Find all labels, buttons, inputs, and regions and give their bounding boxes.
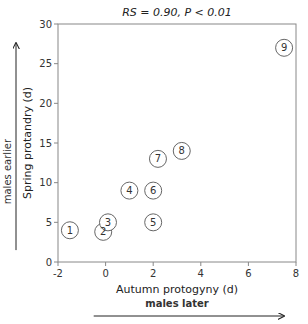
- point: [149, 150, 166, 167]
- x-tick: [153, 262, 154, 266]
- x-tick-label: 2: [150, 268, 156, 279]
- point: [145, 214, 162, 231]
- annotation: males earlier: [2, 138, 13, 204]
- y-tick: [54, 63, 58, 64]
- point-label: 8: [179, 145, 185, 156]
- annotation-arrow: [16, 43, 17, 250]
- point-label: 3: [105, 217, 111, 228]
- point: [61, 222, 78, 239]
- y-tick-label: 0: [46, 257, 52, 268]
- annotation-arrow: [94, 316, 284, 317]
- y-tick-label: 30: [39, 19, 52, 30]
- point-label: 6: [150, 185, 156, 196]
- y-axis-label: Spring protandry (d): [21, 87, 34, 199]
- x-tick: [105, 262, 106, 266]
- y-tick: [54, 262, 58, 263]
- x-tick: [248, 262, 249, 266]
- point: [145, 182, 162, 199]
- y-tick: [54, 182, 58, 183]
- y-tick: [54, 24, 58, 25]
- x-tick: [296, 262, 297, 266]
- point: [276, 39, 293, 56]
- y-tick-label: 15: [39, 138, 52, 149]
- plot-frame: [58, 24, 296, 262]
- point: [173, 142, 190, 159]
- annotation: males later: [145, 298, 209, 309]
- title: RS = 0.90, P < 0.01: [122, 6, 232, 19]
- point-label: 2: [100, 226, 106, 237]
- y-tick-label: 25: [39, 58, 52, 69]
- x-tick: [58, 262, 59, 266]
- point: [121, 182, 138, 199]
- point-label: 4: [126, 185, 132, 196]
- y-tick: [54, 103, 58, 104]
- y-tick-label: 10: [39, 177, 52, 188]
- x-tick-label: -2: [53, 268, 63, 279]
- y-tick-label: 5: [46, 217, 52, 228]
- point-label: 5: [150, 217, 156, 228]
- x-tick-label: 6: [245, 268, 251, 279]
- x-tick-label: 8: [293, 268, 299, 279]
- points: [61, 39, 292, 240]
- x-axis-label: Autumn protogyny (d): [116, 283, 238, 296]
- x-tick: [200, 262, 201, 266]
- point-label: 1: [67, 225, 73, 236]
- y-tick-label: 20: [39, 98, 52, 109]
- point-label: 7: [155, 153, 161, 164]
- chart: -202468051015202530RS = 0.90, P < 0.01Au…: [0, 0, 308, 324]
- point-label: 9: [281, 42, 287, 53]
- y-tick: [54, 143, 58, 144]
- x-tick-label: 4: [198, 268, 204, 279]
- x-tick-label: 0: [102, 268, 108, 279]
- y-tick: [54, 222, 58, 223]
